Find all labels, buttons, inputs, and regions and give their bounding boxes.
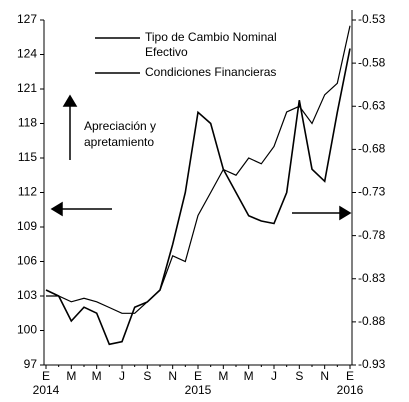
x-tick-label: N: [320, 369, 329, 383]
annotation: Apreciación y: [84, 119, 156, 133]
x-tick-label: S: [295, 369, 303, 383]
x-tick-label: N: [168, 369, 177, 383]
x-tick-label: E: [42, 369, 50, 383]
y-tick-label: 106: [17, 254, 37, 268]
y-tick-label: 109: [17, 219, 37, 233]
y2-tick-label: -0.53: [358, 12, 386, 26]
series-line: [46, 25, 351, 314]
y-tick-label: 127: [17, 12, 37, 26]
year-label: 2016: [337, 383, 364, 397]
x-tick-label: S: [143, 369, 151, 383]
legend-label: Tipo de Cambio Nominal Efectivo: [145, 30, 277, 59]
y-tick-label: 103: [17, 288, 37, 302]
x-tick-label: M: [92, 369, 102, 383]
x-tick-label: E: [346, 369, 354, 383]
y2-tick-label: -0.88: [358, 314, 386, 328]
year-label: 2015: [185, 383, 212, 397]
x-tick-label: M: [218, 369, 228, 383]
x-tick-label: J: [119, 369, 125, 383]
y-tick-label: 115: [18, 150, 37, 164]
y2-tick-label: -0.68: [358, 142, 386, 156]
y-tick-label: 97: [24, 357, 38, 371]
x-tick-label: E: [194, 369, 202, 383]
y2-tick-label: -0.58: [358, 55, 386, 69]
y-tick-label: 121: [17, 81, 37, 95]
arrows: [50, 94, 352, 221]
y-tick-label: 112: [18, 185, 37, 199]
year-label: 2014: [33, 383, 60, 397]
y-tick-label: 118: [18, 116, 37, 130]
annotation: apretamiento: [84, 135, 154, 149]
y2-tick-label: -0.83: [358, 271, 386, 285]
y-tick-label: 124: [17, 47, 37, 61]
y2-tick-label: -0.73: [358, 185, 386, 199]
y2-tick-label: -0.93: [358, 357, 386, 371]
x-tick-label: M: [66, 369, 76, 383]
y2-tick-label: -0.78: [358, 228, 386, 242]
y-tick-label: 100: [17, 323, 37, 337]
x-tick-label: J: [271, 369, 277, 383]
x-tick-label: M: [244, 369, 254, 383]
y2-tick-label: -0.63: [358, 98, 386, 112]
series-line: [45, 48, 351, 346]
legend-label: Condiciones Financieras: [145, 65, 276, 79]
